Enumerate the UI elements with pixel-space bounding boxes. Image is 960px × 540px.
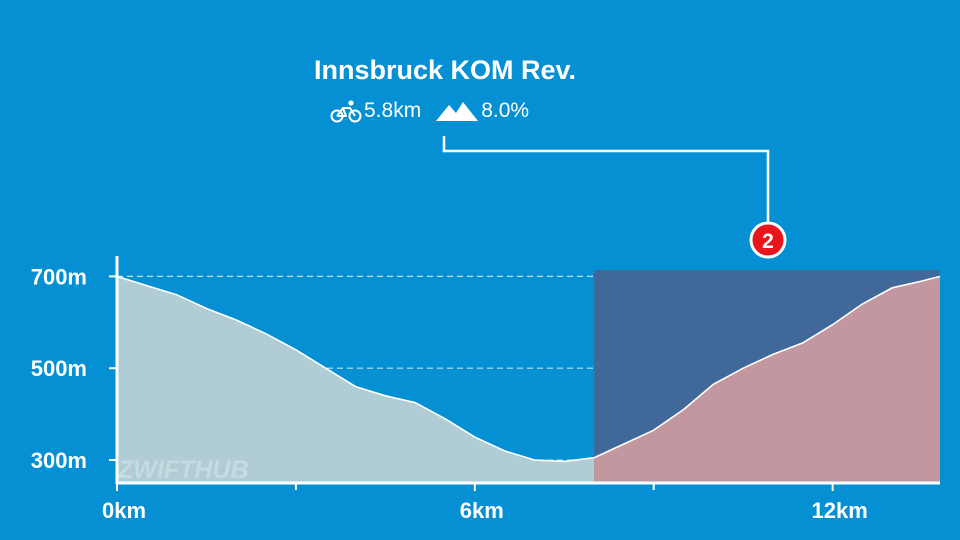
- axes: [115, 256, 940, 485]
- watermark-logo: ZWIFTHUB: [117, 456, 249, 484]
- x-tick-label: 6km: [460, 498, 504, 523]
- distance-value: 5.8km: [364, 99, 422, 122]
- segment-title: Innsbruck KOM Rev.: [313, 55, 577, 85]
- segment-stats: 5.8km 8.0%: [330, 97, 529, 125]
- x-tick-label: 0km: [102, 498, 146, 523]
- y-tick-label: 500m: [31, 356, 87, 381]
- grade-stat: 8.0%: [435, 99, 529, 123]
- distance-stat: 5.8km: [330, 99, 421, 123]
- axis-ticks: 700m 500m 300m 0km 6km 12km: [31, 264, 868, 523]
- y-tick-label: 700m: [31, 264, 87, 289]
- x-tick-label: 12km: [812, 498, 868, 523]
- segment-marker: 2: [749, 221, 787, 259]
- segment-elevation-area: [594, 276, 940, 483]
- segment-marker-number: 2: [762, 230, 774, 253]
- y-tick-label: 300m: [31, 448, 87, 473]
- mountain-icon: [436, 102, 479, 121]
- segment-leader-line: [442, 136, 770, 228]
- grade-value: 8.0%: [481, 99, 530, 122]
- elevation-line: [116, 275, 941, 463]
- bicycle-icon: [330, 100, 362, 123]
